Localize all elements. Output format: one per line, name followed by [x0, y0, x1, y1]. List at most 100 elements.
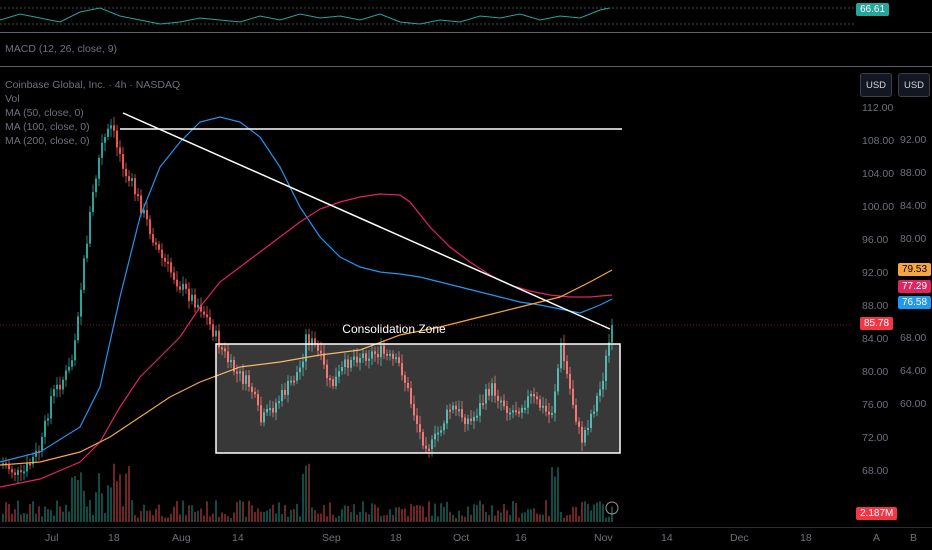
candle-body	[494, 383, 496, 396]
candle-body	[278, 401, 280, 404]
candle-body	[32, 456, 34, 465]
vol-legend[interactable]: Vol	[5, 93, 20, 105]
candle-body	[389, 353, 391, 356]
volume-bar	[476, 504, 478, 522]
candle-body	[464, 417, 466, 425]
candle-body	[149, 219, 151, 235]
candle-body	[308, 334, 310, 346]
ma100-legend[interactable]: MA (100, close, 0)	[5, 121, 90, 133]
currency-button-left[interactable]: USD	[860, 73, 892, 97]
volume-bar	[575, 507, 577, 522]
candle-body	[155, 242, 157, 245]
volume-bar	[149, 510, 151, 522]
candle-body	[260, 405, 262, 423]
candle-body	[65, 370, 67, 380]
candle-body	[401, 363, 403, 376]
auto-scale-button[interactable]: A	[873, 532, 881, 544]
volume-bar	[464, 516, 466, 522]
volume-bar	[272, 504, 274, 522]
volume-bar	[410, 503, 412, 522]
candle-body	[257, 394, 259, 406]
price-chart-canvas[interactable]: Consolidation Zone	[0, 67, 852, 527]
candle-body	[254, 391, 256, 395]
volume-bar	[602, 504, 604, 522]
time-tick-label: Sep	[322, 532, 341, 544]
candle-body	[80, 289, 82, 317]
macd-legend[interactable]: MACD (12, 26, close, 9)	[5, 43, 118, 55]
volume-bar	[479, 500, 481, 522]
ma50-legend[interactable]: MA (50, close, 0)	[5, 107, 84, 119]
main-chart-pane[interactable]: Consolidation Zone Coinbase Global, Inc.…	[0, 67, 932, 527]
volume-bar	[413, 506, 415, 522]
candle-body	[332, 379, 334, 387]
earnings-icon	[605, 501, 619, 515]
trend-line[interactable]	[122, 112, 611, 330]
volume-bar	[512, 501, 514, 522]
volume-bar	[65, 504, 67, 522]
price-tick-label: 92.00	[862, 267, 889, 279]
candle-body	[68, 366, 70, 371]
volume-bar	[539, 514, 541, 522]
candle-body	[488, 389, 490, 396]
candle-body	[593, 411, 595, 414]
earnings-marker[interactable]	[605, 501, 619, 515]
candle-body	[221, 347, 223, 350]
candle-body	[527, 396, 529, 408]
volume-bar	[164, 517, 166, 522]
candle-body	[200, 304, 202, 312]
volume-bar	[395, 507, 397, 522]
last-price-badge: 85.78	[860, 317, 894, 330]
candle-body	[557, 368, 559, 392]
candle-body	[74, 340, 76, 361]
log-scale-button[interactable]: B	[910, 532, 918, 544]
candle-body	[407, 382, 409, 388]
candle-body	[323, 353, 325, 365]
volume-bar	[536, 513, 538, 522]
volume-bar	[497, 510, 499, 522]
volume-bar	[23, 512, 25, 522]
candle-body	[377, 353, 379, 358]
pane-separator[interactable]	[0, 66, 932, 67]
volume-bar	[239, 500, 241, 522]
rsi-pane[interactable]: 66.61	[0, 0, 932, 32]
pane-separator[interactable]	[0, 32, 932, 33]
candle-body	[44, 420, 46, 437]
volume-bar	[215, 500, 217, 522]
volume-bar	[20, 514, 22, 522]
price-tick-label: 96.00	[862, 234, 889, 246]
consolidation-zone-rect[interactable]	[215, 343, 621, 454]
volume-bar	[221, 512, 223, 522]
volume-bar	[104, 513, 106, 522]
volume-bar	[404, 508, 406, 522]
volume-bar	[101, 493, 103, 522]
candle-body	[419, 424, 421, 433]
volume-bar	[494, 515, 496, 522]
volume-bar	[188, 505, 190, 522]
currency-button-right[interactable]: USD	[898, 73, 930, 97]
time-axis[interactable]: Jul 18 Aug 14 Sep 18 Oct 16 Nov 14 Dec 18	[0, 527, 932, 550]
candle-body	[143, 210, 145, 214]
candle-body	[167, 261, 169, 264]
candle-body	[452, 405, 454, 410]
candle-body	[242, 371, 244, 384]
volume-bar	[419, 505, 421, 522]
symbol-title[interactable]: Coinbase Global, Inc. · 4h · NASDAQ	[5, 79, 180, 91]
candle-body	[356, 356, 358, 363]
candle-body	[92, 192, 94, 212]
volume-bar	[455, 517, 457, 522]
volume-bar	[356, 514, 358, 522]
volume-bar	[86, 506, 88, 522]
candle-body	[236, 371, 238, 374]
candle-body	[275, 402, 277, 413]
volume-bar	[143, 504, 145, 522]
candle-body	[485, 389, 487, 404]
candle-body	[245, 375, 247, 384]
macd-pane[interactable]: MACD (12, 26, close, 9)	[0, 33, 932, 66]
candle-body	[296, 372, 298, 381]
volume-bar	[71, 477, 73, 522]
volume-bar	[557, 467, 559, 522]
ma200-legend[interactable]: MA (200, close, 0)	[5, 135, 90, 147]
candle-body	[23, 471, 25, 474]
time-tick-label: Aug	[172, 532, 191, 544]
volume-bar	[275, 513, 277, 522]
